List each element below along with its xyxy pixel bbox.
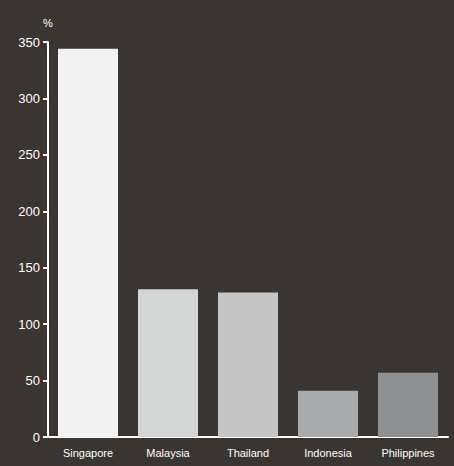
svg-text:250: 250	[18, 147, 40, 162]
svg-text:Indonesia: Indonesia	[304, 447, 353, 459]
svg-text:%: %	[43, 17, 53, 29]
svg-text:Singapore: Singapore	[63, 447, 113, 459]
svg-text:Malaysia: Malaysia	[146, 447, 190, 459]
svg-text:Thailand: Thailand	[227, 447, 269, 459]
svg-text:Philippines: Philippines	[381, 447, 435, 459]
svg-text:200: 200	[18, 204, 40, 219]
svg-text:100: 100	[18, 317, 40, 332]
svg-text:150: 150	[18, 260, 40, 275]
svg-text:50: 50	[26, 373, 40, 388]
svg-text:0: 0	[33, 430, 40, 445]
svg-text:300: 300	[18, 91, 40, 106]
svg-text:350: 350	[18, 35, 40, 50]
